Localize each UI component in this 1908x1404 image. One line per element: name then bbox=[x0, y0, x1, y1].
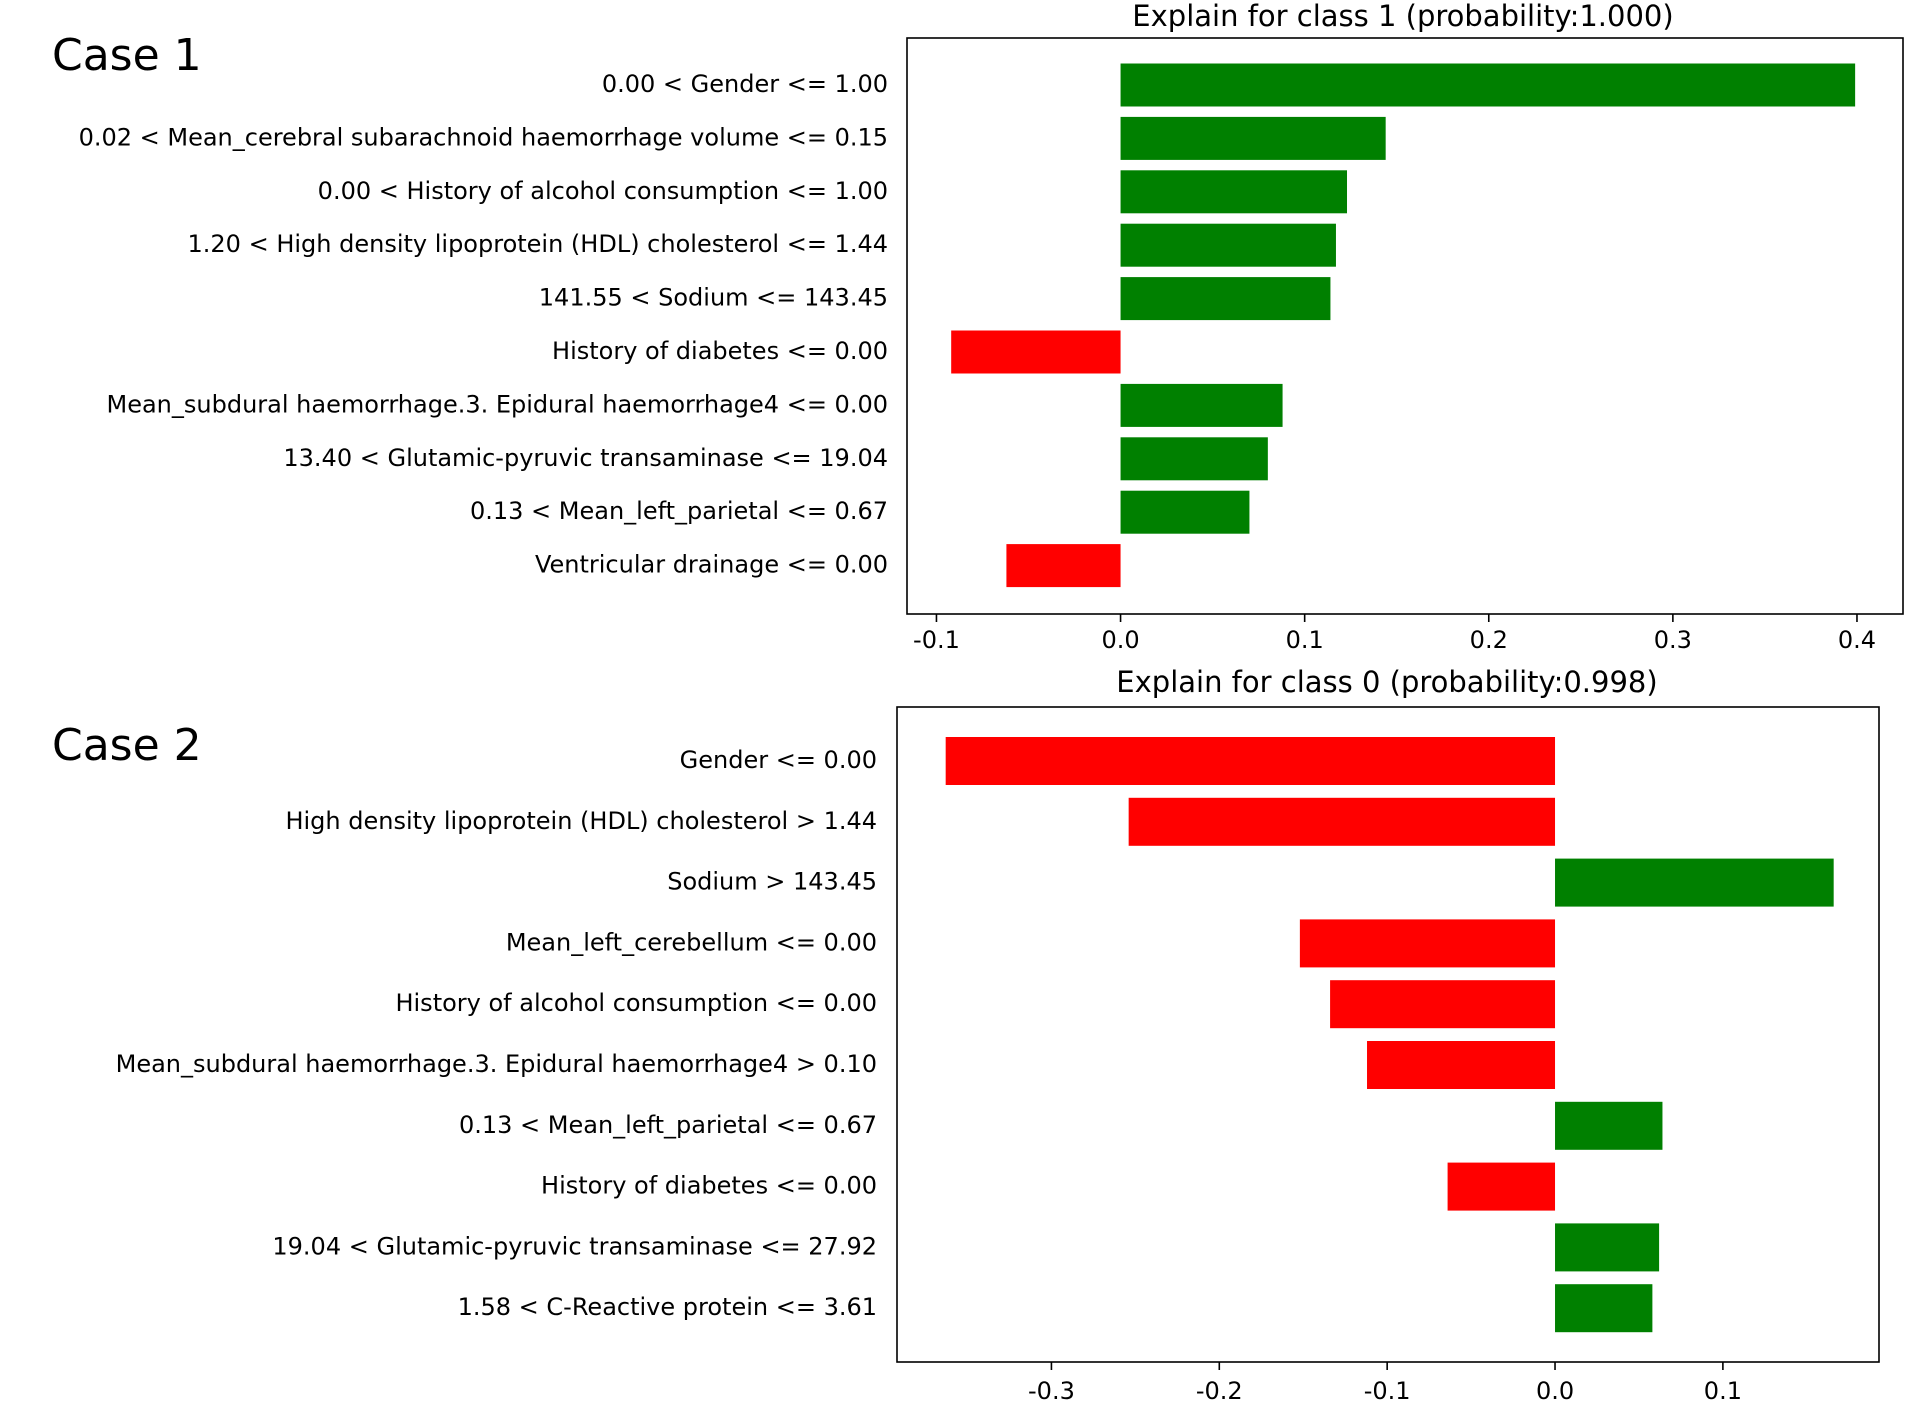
feature-label-5: 141.55 < Sodium <= 143.45 bbox=[539, 284, 888, 312]
bar-9 bbox=[1555, 1223, 1660, 1272]
bar-6 bbox=[951, 330, 1121, 374]
bar-8 bbox=[1447, 1162, 1556, 1211]
bar-10 bbox=[1555, 1284, 1653, 1333]
feature-label-10: 1.58 < C-Reactive protein <= 3.61 bbox=[458, 1293, 877, 1321]
x-tick-label: 0.1 bbox=[1704, 1377, 1742, 1404]
bar-7 bbox=[1120, 383, 1283, 427]
case-2-panel: Case 2 Explain for class 0 (probability:… bbox=[52, 665, 1880, 1404]
bars-group bbox=[945, 737, 1834, 1333]
x-tick-label: 0.3 bbox=[1654, 626, 1692, 654]
x-tick-label: -0.1 bbox=[1364, 1377, 1411, 1404]
bar-10 bbox=[1006, 544, 1121, 588]
feature-label-1: Gender <= 0.00 bbox=[680, 746, 877, 774]
feature-label-8: 13.40 < Glutamic-pyruvic transaminase <=… bbox=[283, 444, 888, 472]
x-tick-label: 0.0 bbox=[1536, 1377, 1574, 1404]
x-tick-label: 0.4 bbox=[1838, 626, 1876, 654]
x-tick-label: -0.1 bbox=[913, 626, 960, 654]
bar-5 bbox=[1330, 980, 1556, 1029]
chart-title: Explain for class 0 (probability:0.998) bbox=[1116, 665, 1657, 699]
feature-label-4: Mean_left_cerebellum <= 0.00 bbox=[506, 928, 877, 956]
feature-label-8: History of diabetes <= 0.00 bbox=[541, 1172, 877, 1200]
feature-label-1: 0.00 < Gender <= 1.00 bbox=[602, 70, 888, 98]
feature-label-7: 0.13 < Mean_left_parietal <= 0.67 bbox=[459, 1111, 877, 1139]
x-tick-label: 0.1 bbox=[1286, 626, 1324, 654]
case-label: Case 2 bbox=[52, 720, 202, 771]
feature-label-7: Mean_subdural haemorrhage.3. Epidural ha… bbox=[107, 390, 889, 418]
feature-label-4: 1.20 < High density lipoprotein (HDL) ch… bbox=[188, 230, 888, 258]
bar-9 bbox=[1120, 490, 1250, 534]
x-tick-label: -0.2 bbox=[1196, 1377, 1243, 1404]
feature-label-5: History of alcohol consumption <= 0.00 bbox=[395, 989, 877, 1017]
feature-label-9: 0.13 < Mean_left_parietal <= 0.67 bbox=[470, 497, 888, 525]
plot-frame bbox=[896, 706, 1880, 1363]
bar-4 bbox=[1120, 223, 1336, 267]
plot-frame bbox=[906, 37, 1904, 615]
case-1-panel: Case 1 Explain for class 1 (probability:… bbox=[52, 0, 1904, 654]
bar-1 bbox=[1120, 63, 1856, 107]
feature-label-10: Ventricular drainage <= 0.00 bbox=[535, 551, 888, 579]
bar-8 bbox=[1120, 437, 1268, 481]
x-tick-label: 0.2 bbox=[1470, 626, 1508, 654]
bar-3 bbox=[1555, 858, 1834, 907]
feature-label-3: Sodium > 143.45 bbox=[667, 868, 877, 896]
feature-label-2: High density lipoprotein (HDL) cholester… bbox=[285, 807, 877, 835]
bar-6 bbox=[1367, 1041, 1556, 1089]
bars-group bbox=[951, 63, 1856, 588]
bar-4 bbox=[1299, 919, 1556, 968]
chart-title: Explain for class 1 (probability:1.000) bbox=[1132, 0, 1673, 33]
feature-label-9: 19.04 < Glutamic-pyruvic transaminase <=… bbox=[272, 1232, 877, 1260]
feature-label-6: History of diabetes <= 0.00 bbox=[552, 337, 888, 365]
bar-7 bbox=[1555, 1101, 1663, 1150]
x-tick-label: 0.0 bbox=[1101, 626, 1139, 654]
x-axis-ticks-group: -0.3 -0.2 -0.1 0.0 0.1 bbox=[1028, 1362, 1742, 1404]
bar-5 bbox=[1120, 277, 1331, 321]
bar-3 bbox=[1120, 170, 1348, 214]
feature-label-6: Mean_subdural haemorrhage.3. Epidural ha… bbox=[116, 1050, 877, 1078]
bar-1 bbox=[945, 737, 1556, 785]
feature-label-2: 0.02 < Mean_cerebral subarachnoid haemor… bbox=[79, 123, 888, 151]
bar-2 bbox=[1128, 797, 1556, 846]
x-axis-ticks-group: -0.1 0.0 0.1 0.2 0.3 0.4 bbox=[913, 614, 1876, 654]
case-label: Case 1 bbox=[52, 30, 202, 81]
bar-2 bbox=[1120, 116, 1386, 160]
x-tick-label: -0.3 bbox=[1028, 1377, 1075, 1404]
feature-labels-group: 0.00 < Gender <= 1.00 0.02 < Mean_cerebra… bbox=[79, 70, 888, 579]
feature-label-3: 0.00 < History of alcohol consumption <=… bbox=[318, 177, 888, 205]
feature-labels-group: Gender <= 0.00 High density lipoprotein (… bbox=[116, 746, 877, 1321]
